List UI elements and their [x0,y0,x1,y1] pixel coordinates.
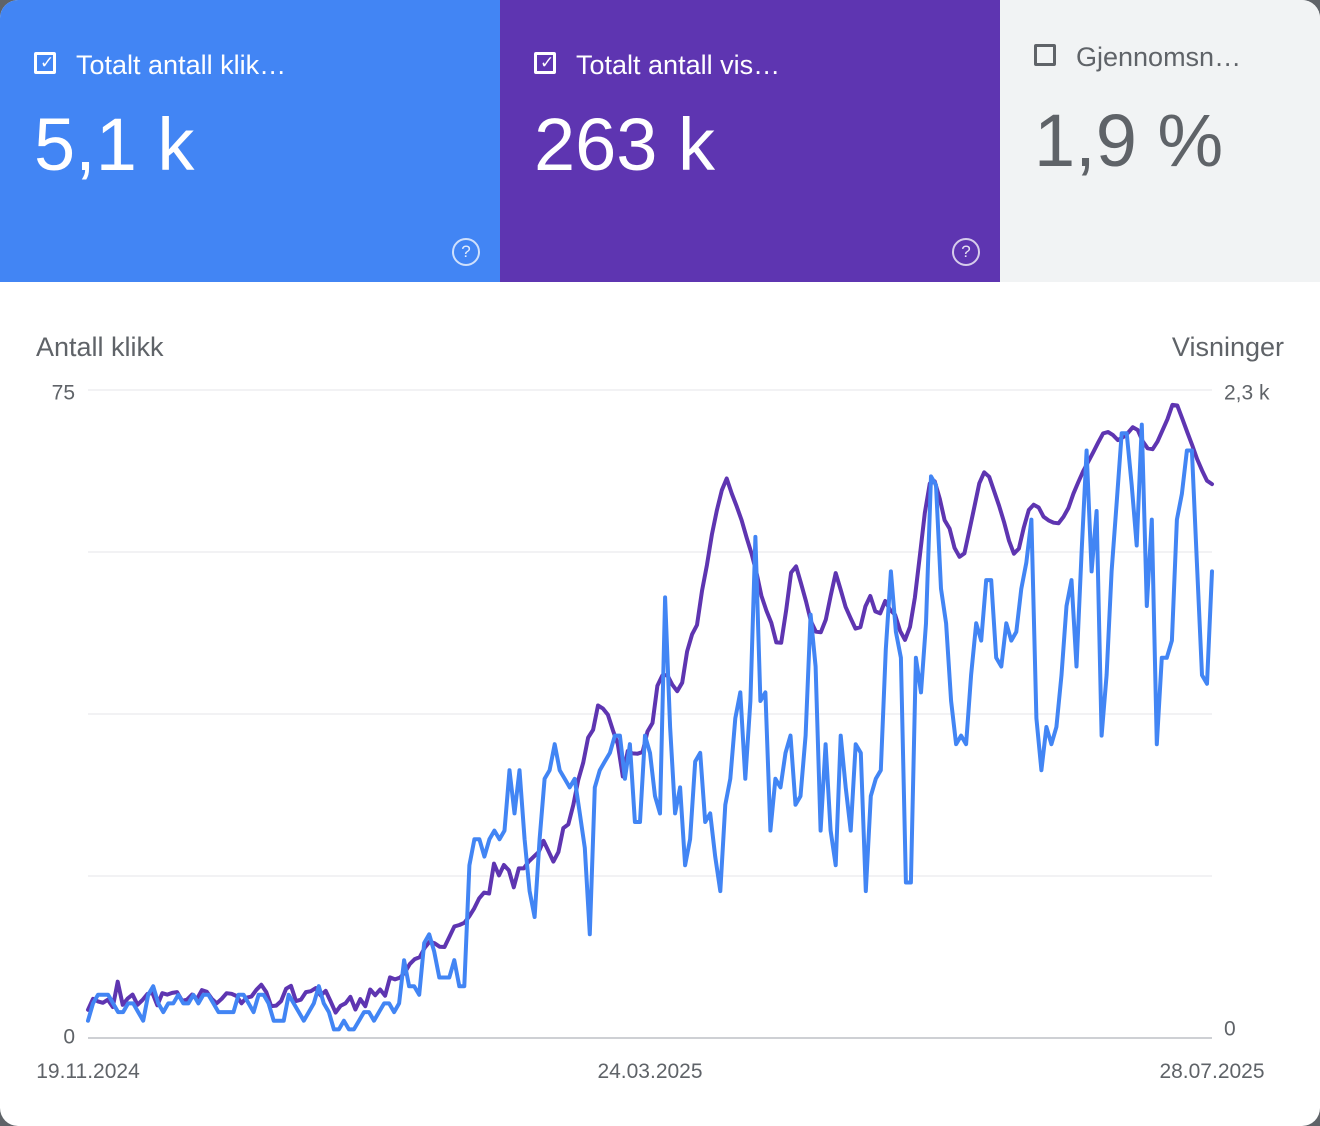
tile-total-impressions[interactable]: ✓ Totalt antall vis… 263 k ? [500,0,1000,282]
chart-lines [86,402,1214,1032]
x-tick-label: 19.11.2024 [36,1060,140,1083]
tile-total-clicks[interactable]: ✓ Totalt antall klik… 5,1 k ? [0,0,500,282]
clicks-label: Totalt antall klik… [76,50,287,80]
impressions-value: 263 k [534,103,716,186]
help-icon[interactable]: ? [952,238,980,266]
ctr-checkbox[interactable] [1034,44,1056,66]
x-tick-label: 24.03.2025 [597,1060,702,1083]
clicks-checkbox[interactable]: ✓ [34,52,56,74]
y-axis-left-title: Antall klikk [36,332,164,362]
clicks-value: 5,1 k [34,103,195,186]
impressions-label: Totalt antall vis… [576,50,781,80]
impressions-checkbox[interactable]: ✓ [534,52,556,74]
y-right-tick-label: 0 [1224,1018,1236,1041]
y-left-tick-label: 0 [63,1026,75,1049]
ctr-label: Gjennomsn… [1076,42,1242,72]
series-line-clicks [86,422,1214,1032]
checkmark-icon: ✓ [540,53,555,72]
y-right-tick-label: 2,3 k [1224,382,1270,405]
y-axis-right-title: Visninger [1171,332,1284,362]
metric-tiles: ✓ Totalt antall klik… 5,1 k ? ✓ Totalt a… [0,0,1320,282]
chart-grid [88,389,1212,1039]
checkmark-icon: ✓ [40,53,55,72]
chart-ticks: 0 75 0 2,3 k 19.11.2024 24.03.2025 28.07.2025 [36,382,1270,1083]
x-tick-label: 28.07.2025 [1159,1060,1264,1083]
tile-average-ctr[interactable]: Gjennomsn… 1,9 % [1000,0,1320,282]
y-left-tick-label: 75 [52,382,75,405]
ctr-value: 1,9 % [1034,99,1224,182]
series-line-impressions [86,402,1214,1015]
help-icon[interactable]: ? [452,238,480,266]
